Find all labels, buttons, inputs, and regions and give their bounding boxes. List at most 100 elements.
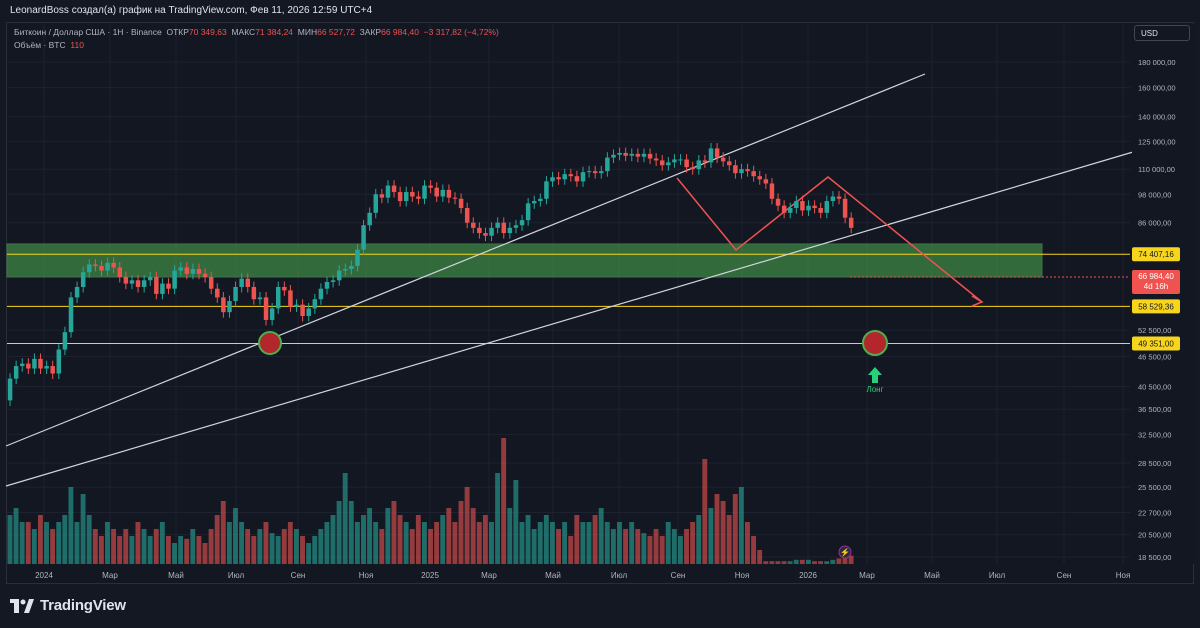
tradingview-logo[interactable]: TradingView (10, 597, 126, 614)
candle[interactable] (781, 205, 787, 213)
candle[interactable] (763, 179, 769, 184)
candle[interactable] (74, 286, 80, 298)
candle[interactable] (397, 192, 403, 202)
candle[interactable] (733, 165, 738, 174)
candle[interactable] (385, 185, 391, 198)
candle[interactable] (702, 160, 708, 163)
candle[interactable] (306, 308, 311, 317)
candle[interactable] (824, 201, 830, 213)
candle[interactable] (629, 153, 635, 156)
candle[interactable] (410, 192, 415, 197)
candle[interactable] (44, 366, 49, 369)
candle[interactable] (635, 153, 641, 157)
candle[interactable] (38, 358, 43, 369)
candle[interactable] (62, 332, 68, 350)
candle[interactable] (32, 358, 37, 369)
candle[interactable] (745, 169, 750, 172)
candle[interactable] (659, 160, 665, 166)
candle[interactable] (544, 181, 549, 199)
candle[interactable] (452, 197, 458, 199)
candle[interactable] (836, 196, 842, 199)
candle[interactable] (300, 304, 305, 317)
candle[interactable] (714, 148, 720, 158)
candle[interactable] (531, 201, 537, 204)
candle[interactable] (330, 280, 336, 282)
candle[interactable] (848, 217, 854, 228)
candle[interactable] (519, 220, 525, 226)
candle[interactable] (592, 171, 598, 174)
candle[interactable] (586, 171, 592, 173)
candle[interactable] (166, 283, 171, 289)
candle[interactable] (257, 297, 263, 300)
candle[interactable] (611, 154, 616, 158)
candle[interactable] (111, 262, 116, 268)
chart-frame[interactable] (6, 22, 1194, 584)
candle[interactable] (87, 264, 92, 273)
candle[interactable] (690, 167, 695, 170)
candle[interactable] (196, 269, 202, 274)
candle[interactable] (190, 269, 196, 274)
candle[interactable] (525, 203, 531, 221)
candle[interactable] (422, 185, 427, 199)
candle[interactable] (251, 286, 257, 300)
candle[interactable] (269, 308, 275, 320)
candle[interactable] (178, 267, 183, 271)
projection-path[interactable] (676, 176, 983, 303)
candle[interactable] (373, 194, 379, 213)
candle[interactable] (93, 264, 98, 266)
trend-line-lower[interactable] (5, 151, 1134, 487)
candle[interactable] (324, 281, 330, 289)
candle[interactable] (349, 265, 354, 270)
candle[interactable] (617, 152, 622, 155)
candle[interactable] (355, 249, 360, 266)
candle[interactable] (361, 225, 366, 250)
candle[interactable] (471, 222, 476, 228)
volume-label[interactable]: Объём · BTC (14, 40, 66, 50)
candle[interactable] (720, 157, 726, 162)
candle[interactable] (708, 148, 714, 163)
candle[interactable] (275, 286, 281, 309)
candle[interactable] (312, 299, 318, 309)
candle[interactable] (562, 174, 567, 180)
candle[interactable] (434, 187, 439, 197)
candle[interactable] (653, 158, 659, 161)
candle[interactable] (123, 277, 129, 284)
candle[interactable] (574, 176, 580, 182)
candle[interactable] (50, 366, 55, 374)
candle[interactable] (507, 227, 513, 234)
support-zone[interactable] (6, 243, 1043, 278)
candle[interactable] (403, 192, 409, 202)
candle[interactable] (391, 185, 397, 193)
candle[interactable] (416, 196, 421, 199)
target-circle[interactable] (862, 330, 888, 356)
candle[interactable] (623, 152, 628, 156)
candle[interactable] (672, 159, 677, 163)
candle[interactable] (343, 269, 348, 271)
candle[interactable] (812, 205, 817, 209)
candle[interactable] (215, 288, 220, 298)
candle[interactable] (263, 297, 269, 320)
candle[interactable] (757, 176, 763, 180)
candle[interactable] (105, 262, 110, 271)
candle[interactable] (513, 225, 519, 228)
candle[interactable] (483, 233, 488, 236)
candle[interactable] (477, 227, 482, 234)
candle[interactable] (367, 212, 372, 226)
currency-button[interactable]: USD (1134, 25, 1190, 41)
candle[interactable] (751, 171, 756, 177)
candle[interactable] (830, 196, 836, 202)
candle[interactable] (464, 208, 470, 223)
candle[interactable] (233, 286, 238, 302)
target-circle[interactable] (258, 331, 282, 355)
candle[interactable] (495, 222, 500, 228)
candle[interactable] (245, 278, 251, 287)
candle[interactable] (440, 189, 446, 197)
candle[interactable] (129, 280, 135, 284)
candle[interactable] (336, 270, 342, 281)
candle[interactable] (489, 227, 494, 236)
candle[interactable] (428, 185, 433, 188)
candle[interactable] (446, 189, 452, 198)
candle[interactable] (599, 171, 604, 174)
candle[interactable] (160, 283, 165, 294)
